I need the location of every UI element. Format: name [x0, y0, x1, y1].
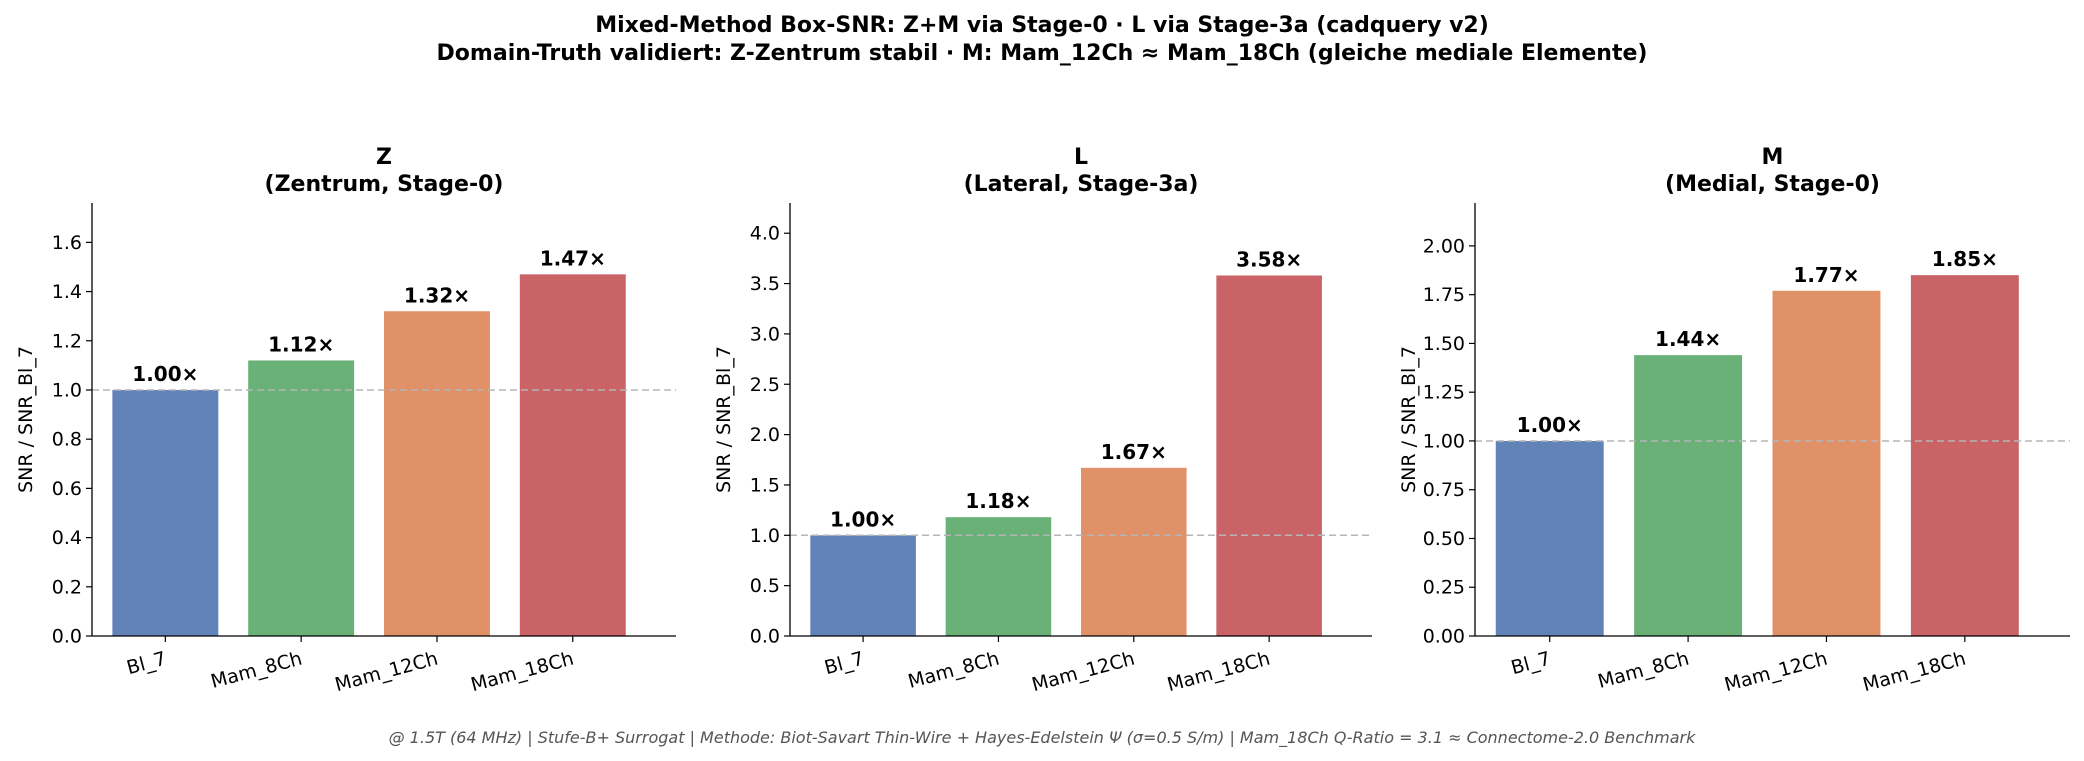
- panel-m-chart: M(Medial, Stage-0) SNR / SNR_Bl_7 0.00 0.25…: [1398, 145, 2070, 696]
- footer-note: @ 1.5T (64 MHz) | Stufe-B+ Surrogat | Me…: [389, 728, 1697, 748]
- y-tick-label: 0.6: [52, 478, 82, 500]
- data-label: 1.67×: [1101, 440, 1167, 464]
- bar-mam-12ch: [1772, 290, 1881, 636]
- bar-mam-18ch: [1216, 275, 1322, 636]
- y-tick-label: 2.0: [750, 424, 780, 446]
- data-label: 1.18×: [965, 489, 1031, 513]
- y-tick-label: 0.5: [750, 575, 780, 597]
- data-label: 1.00×: [830, 507, 896, 531]
- data-label: 3.58×: [1236, 248, 1302, 272]
- y-tick-label: 1.6: [52, 232, 82, 254]
- panel-z-chart: Z(Zentrum, Stage-0) SNR / SNR_Bl_7 0.0 0.2 0…: [15, 145, 676, 696]
- data-label: 1.85×: [1932, 247, 1998, 271]
- panel-z-ylabel: SNR / SNR_Bl_7: [15, 346, 37, 493]
- data-label: 1.12×: [268, 332, 334, 356]
- bar-mam-8ch: [1634, 355, 1743, 636]
- y-tick-label: 0.0: [52, 626, 82, 648]
- data-label: 1.77×: [1793, 263, 1859, 287]
- y-tick-label: 0.25: [1423, 577, 1465, 599]
- y-tick-label: 1.50: [1423, 333, 1465, 355]
- bar-mam-18ch: [1910, 275, 2019, 636]
- y-tick-label: 0.8: [52, 429, 82, 451]
- y-tick-label: 0.4: [52, 527, 82, 549]
- y-tick-label: 3.0: [750, 323, 780, 345]
- panel-m-ylabel: SNR / SNR_Bl_7: [1398, 346, 1420, 493]
- figure-title-line1: Mixed-Method Box-SNR: Z+M via Stage-0 · …: [595, 13, 1489, 38]
- y-tick-label: 2.00: [1423, 235, 1465, 257]
- panel-m-subtitle: (Medial, Stage-0): [1665, 172, 1880, 197]
- y-tick-label: 0.2: [52, 576, 82, 598]
- bar-bl-7: [810, 535, 916, 636]
- x-tick-label: Mam_18Ch: [1165, 648, 1273, 697]
- y-tick-label: 1.00: [1423, 430, 1465, 452]
- x-tick-label: Bl_7: [822, 648, 866, 680]
- y-tick-label: 1.0: [750, 525, 780, 547]
- bar-bl-7: [1495, 440, 1604, 636]
- data-label: 1.00×: [1517, 413, 1583, 437]
- panel-l-ylabel: SNR / SNR_Bl_7: [713, 346, 735, 493]
- y-tick-label: 3.5: [750, 273, 780, 295]
- panel-z-subtitle: (Zentrum, Stage-0): [265, 172, 504, 197]
- y-tick-label: 1.75: [1423, 284, 1465, 306]
- y-tick-label: 1.25: [1423, 382, 1465, 404]
- data-label: 1.47×: [540, 246, 606, 270]
- bar-mam-12ch: [384, 311, 490, 636]
- y-tick-label: 1.0: [52, 379, 82, 401]
- y-tick-label: 0.0: [750, 626, 780, 648]
- bar-mam-18ch: [519, 274, 626, 636]
- x-tick-label: Mam_12Ch: [1029, 648, 1137, 697]
- panel-l-title: L: [1074, 145, 1088, 170]
- y-tick-label: 1.5: [750, 474, 780, 496]
- figure-title-line2: Domain-Truth validiert: Z-Zentrum stabil…: [437, 41, 1648, 66]
- x-tick-label: Bl_7: [1509, 648, 1553, 680]
- panel-z-title: Z: [376, 145, 392, 170]
- y-tick-label: 4.0: [750, 223, 780, 245]
- x-tick-label: Mam_12Ch: [1722, 648, 1830, 697]
- x-tick-label: Mam_18Ch: [468, 648, 576, 697]
- bar-mam-12ch: [1081, 467, 1187, 636]
- x-tick-label: Mam_8Ch: [208, 648, 304, 693]
- bar-mam-8ch: [248, 360, 355, 636]
- y-tick-label: 0.75: [1423, 479, 1465, 501]
- x-tick-label: Mam_12Ch: [333, 648, 441, 697]
- x-tick-label: Mam_8Ch: [1595, 648, 1691, 693]
- y-tick-label: 1.4: [52, 281, 82, 303]
- bar-mam-8ch: [945, 517, 1052, 636]
- x-tick-label: Bl_7: [124, 648, 168, 680]
- y-tick-label: 0.00: [1423, 626, 1465, 648]
- bar-bl-7: [112, 389, 219, 636]
- data-label: 1.32×: [404, 283, 470, 307]
- y-tick-label: 2.5: [750, 374, 780, 396]
- y-tick-label: 0.50: [1423, 528, 1465, 550]
- data-label: 1.00×: [132, 362, 198, 386]
- panel-l-chart: L(Lateral, Stage-3a) SNR / SNR_Bl_7 0.0 0.5…: [713, 145, 1372, 696]
- panel-l-subtitle: (Lateral, Stage-3a): [964, 172, 1199, 197]
- x-tick-label: Mam_8Ch: [906, 648, 1002, 693]
- panel-m-title: M: [1762, 145, 1784, 170]
- data-label: 1.44×: [1655, 327, 1721, 351]
- y-tick-label: 1.2: [52, 330, 82, 352]
- x-tick-label: Mam_18Ch: [1861, 648, 1969, 697]
